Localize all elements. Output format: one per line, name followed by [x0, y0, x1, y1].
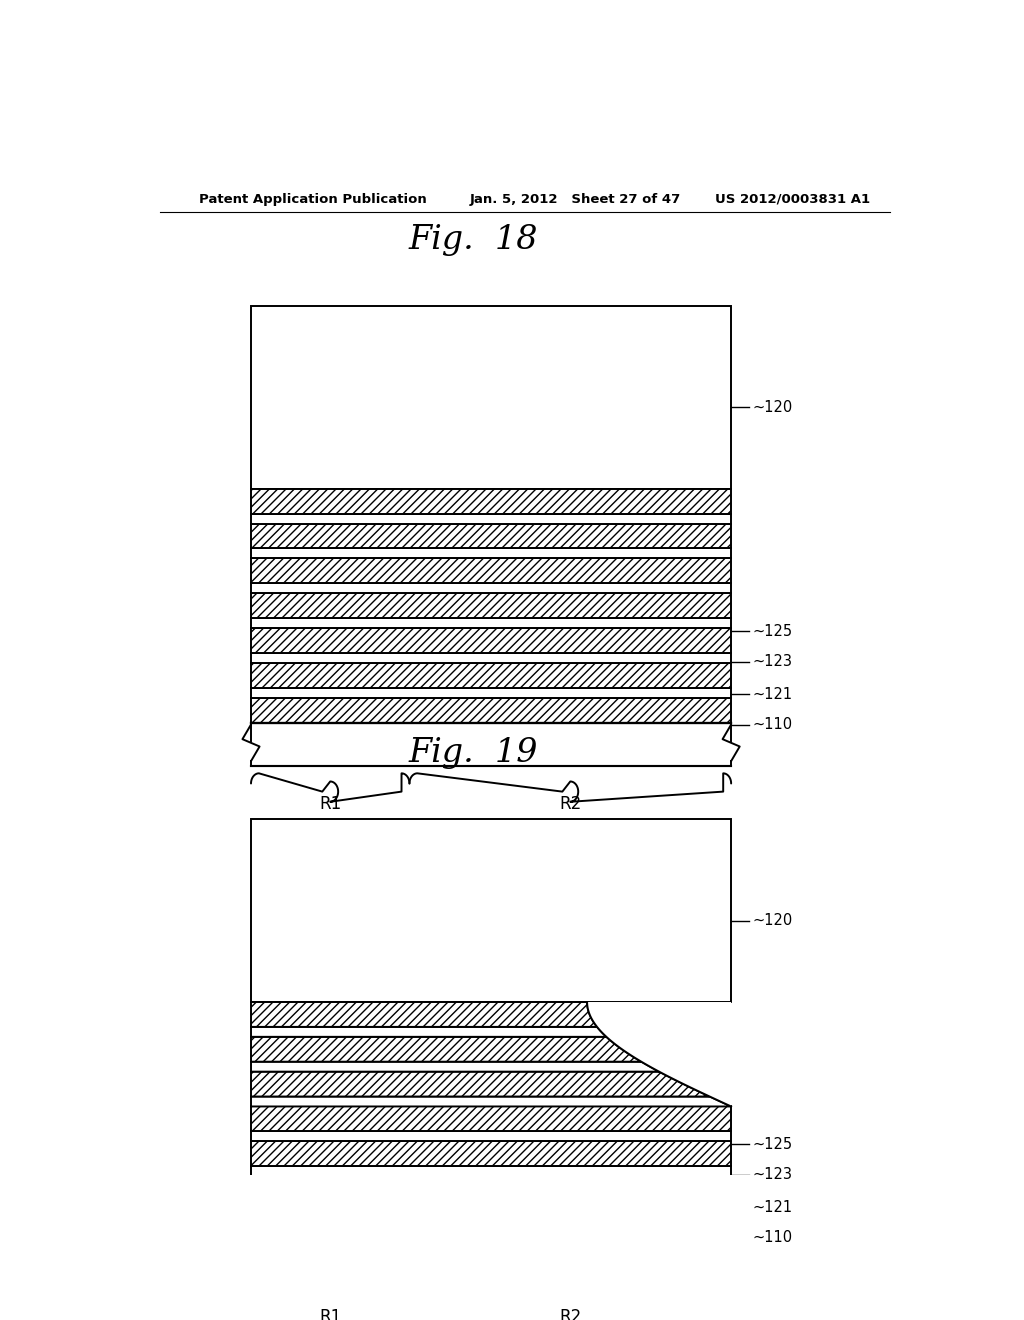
Polygon shape [251, 488, 731, 513]
Polygon shape [251, 1166, 731, 1176]
Text: ~121: ~121 [753, 1200, 793, 1214]
Polygon shape [251, 558, 731, 583]
Text: ~125: ~125 [753, 1137, 793, 1152]
Polygon shape [251, 698, 731, 722]
Text: US 2012/0003831 A1: US 2012/0003831 A1 [715, 193, 870, 206]
Polygon shape [251, 1106, 731, 1131]
Text: ~121: ~121 [753, 686, 793, 701]
Polygon shape [251, 1061, 659, 1072]
Text: R2: R2 [559, 795, 582, 813]
Polygon shape [251, 1201, 731, 1210]
Polygon shape [251, 1027, 606, 1036]
Polygon shape [251, 663, 731, 688]
Text: Patent Application Publication: Patent Application Publication [200, 193, 427, 206]
Polygon shape [251, 548, 731, 558]
Polygon shape [251, 818, 731, 1002]
Polygon shape [587, 1002, 731, 1106]
Polygon shape [251, 1097, 731, 1106]
Text: ~110: ~110 [753, 1230, 793, 1245]
Text: ~125: ~125 [753, 623, 793, 639]
Polygon shape [251, 583, 731, 593]
Polygon shape [251, 618, 731, 628]
Text: R1: R1 [319, 795, 341, 813]
Text: ~120: ~120 [753, 400, 793, 414]
Polygon shape [251, 1036, 641, 1061]
Text: R2: R2 [559, 1308, 582, 1320]
Polygon shape [251, 1072, 710, 1097]
Polygon shape [251, 1002, 597, 1027]
Polygon shape [251, 688, 731, 698]
Text: ~110: ~110 [753, 717, 793, 733]
Polygon shape [251, 513, 731, 524]
Polygon shape [251, 653, 731, 663]
Polygon shape [251, 1142, 731, 1166]
Text: ~123: ~123 [753, 653, 793, 669]
Text: Fig.  19: Fig. 19 [409, 737, 538, 770]
Polygon shape [251, 524, 731, 548]
Text: Fig.  18: Fig. 18 [409, 223, 538, 256]
Polygon shape [251, 628, 731, 653]
Polygon shape [251, 1210, 731, 1236]
Text: ~120: ~120 [753, 913, 793, 928]
Text: Jan. 5, 2012   Sheet 27 of 47: Jan. 5, 2012 Sheet 27 of 47 [469, 193, 681, 206]
Text: ~123: ~123 [753, 1167, 793, 1183]
Polygon shape [251, 306, 731, 488]
Polygon shape [251, 1176, 731, 1201]
Polygon shape [251, 1131, 731, 1142]
Polygon shape [251, 593, 731, 618]
Text: R1: R1 [319, 1308, 341, 1320]
